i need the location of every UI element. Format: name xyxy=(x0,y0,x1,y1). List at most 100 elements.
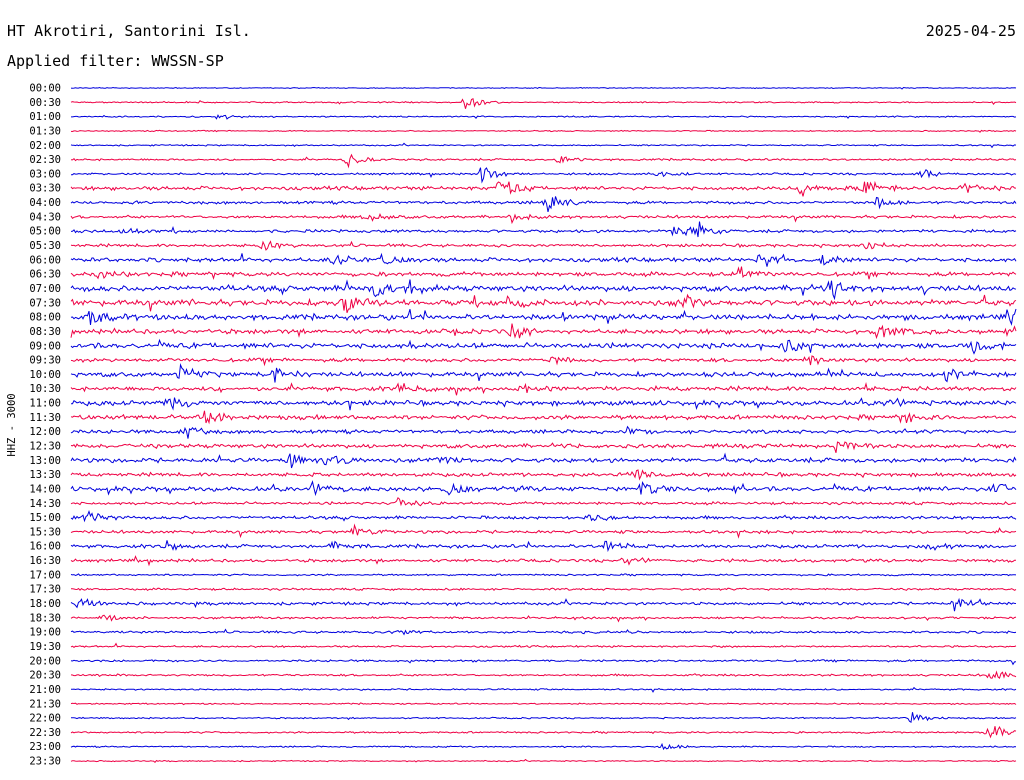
time-label-1800: 18:00 xyxy=(29,598,61,610)
trace-0930 xyxy=(70,355,1017,367)
trace-1430 xyxy=(70,496,1017,507)
y-axis-label: HHZ - 3000 xyxy=(6,393,18,456)
time-label-1330: 13:30 xyxy=(29,469,61,481)
time-label-1630: 16:30 xyxy=(29,555,61,567)
trace-2300 xyxy=(70,742,1017,751)
trace-2000 xyxy=(70,659,1017,666)
time-label-1900: 19:00 xyxy=(29,627,61,639)
trace-0500 xyxy=(70,221,1017,238)
time-label-1530: 15:30 xyxy=(29,526,61,538)
time-label-0130: 01:30 xyxy=(29,126,61,138)
time-label-0000: 00:00 xyxy=(29,83,61,95)
trace-2130 xyxy=(70,702,1017,706)
trace-2100 xyxy=(71,686,1017,693)
time-label-1030: 10:30 xyxy=(29,383,61,395)
trace-2030 xyxy=(70,670,1017,679)
time-label-0930: 09:30 xyxy=(29,355,61,367)
date-label: 2025-04-25 xyxy=(926,22,1016,40)
time-label-0330: 03:30 xyxy=(29,183,61,195)
trace-1700 xyxy=(70,573,1017,577)
trace-0800 xyxy=(70,308,1017,326)
trace-0730 xyxy=(70,293,1017,313)
trace-1030 xyxy=(70,382,1017,396)
time-label-0800: 08:00 xyxy=(29,312,61,324)
time-label-0100: 01:00 xyxy=(29,111,61,123)
time-label-group: 00:00 00:30 01:00 01:30 02:00 02:30 03:00 03:30… xyxy=(29,83,61,768)
time-label-1500: 15:00 xyxy=(29,512,61,524)
trace-2230 xyxy=(70,726,1017,739)
trace-2330 xyxy=(70,758,1017,763)
trace-1000 xyxy=(70,363,1017,383)
time-label-0630: 06:30 xyxy=(29,269,61,281)
time-label-0400: 04:00 xyxy=(29,197,61,209)
station-title: HT Akrotiri, Santorini Isl. xyxy=(7,22,251,40)
time-label-1130: 11:30 xyxy=(29,412,61,424)
time-label-1100: 11:00 xyxy=(29,398,61,410)
trace-0230 xyxy=(70,153,1017,169)
trace-0100 xyxy=(71,114,1017,120)
trace-0530 xyxy=(70,240,1017,251)
time-label-0700: 07:00 xyxy=(29,283,61,295)
time-label-2000: 20:00 xyxy=(29,655,61,667)
trace-1830 xyxy=(70,614,1017,623)
time-label-1230: 12:30 xyxy=(29,441,61,453)
trace-1800 xyxy=(70,597,1017,612)
time-label-1700: 17:00 xyxy=(29,569,61,581)
time-label-0900: 09:00 xyxy=(29,340,61,352)
time-label-1430: 14:30 xyxy=(29,498,61,510)
time-label-0200: 02:00 xyxy=(29,140,61,152)
time-label-0600: 06:00 xyxy=(29,254,61,266)
trace-1330 xyxy=(70,469,1017,481)
trace-1200 xyxy=(70,425,1017,439)
trace-1230 xyxy=(70,441,1017,453)
time-label-0500: 05:00 xyxy=(29,226,61,238)
time-label-1000: 10:00 xyxy=(29,369,61,381)
time-label-0430: 04:30 xyxy=(29,211,61,223)
trace-0700 xyxy=(70,279,1017,301)
trace-0000 xyxy=(70,86,1017,90)
time-label-1300: 13:00 xyxy=(29,455,61,467)
time-label-2330: 23:30 xyxy=(29,756,61,768)
time-label-1830: 18:30 xyxy=(29,612,61,624)
time-label-1730: 17:30 xyxy=(29,584,61,596)
trace-1730 xyxy=(71,587,1017,592)
trace-0830 xyxy=(70,323,1017,340)
time-label-1600: 16:00 xyxy=(29,541,61,553)
trace-2200 xyxy=(71,712,1017,724)
trace-0130 xyxy=(70,129,1017,133)
trace-1600 xyxy=(70,540,1017,553)
trace-0600 xyxy=(70,252,1017,267)
time-label-1930: 19:30 xyxy=(29,641,61,653)
time-label-0300: 03:00 xyxy=(29,168,61,180)
trace-0900 xyxy=(70,338,1017,355)
trace-1500 xyxy=(70,510,1017,523)
time-label-2130: 21:30 xyxy=(29,698,61,710)
trace-0630 xyxy=(70,266,1017,281)
trace-1130 xyxy=(70,410,1017,425)
trace-1630 xyxy=(70,555,1017,567)
time-label-0730: 07:30 xyxy=(29,297,61,309)
time-label-1400: 14:00 xyxy=(29,484,61,496)
trace-0300 xyxy=(71,167,1017,184)
time-label-0530: 05:30 xyxy=(29,240,61,252)
trace-1100 xyxy=(71,397,1017,411)
trace-group xyxy=(70,86,1017,763)
time-label-2100: 21:00 xyxy=(29,684,61,696)
trace-0330 xyxy=(70,180,1017,197)
trace-1900 xyxy=(70,628,1017,636)
time-label-2230: 22:30 xyxy=(29,727,61,739)
time-label-0830: 08:30 xyxy=(29,326,61,338)
time-label-2200: 22:00 xyxy=(29,713,61,725)
time-label-2030: 20:30 xyxy=(29,670,61,682)
time-label-0030: 00:30 xyxy=(29,97,61,109)
trace-1300 xyxy=(70,452,1017,469)
time-label-1200: 12:00 xyxy=(29,426,61,438)
trace-0430 xyxy=(70,212,1017,225)
trace-1530 xyxy=(70,523,1017,539)
trace-0200 xyxy=(70,142,1017,149)
trace-0030 xyxy=(70,97,1017,109)
time-label-2300: 23:00 xyxy=(29,741,61,753)
trace-0400 xyxy=(70,196,1017,213)
trace-1930 xyxy=(70,642,1017,649)
